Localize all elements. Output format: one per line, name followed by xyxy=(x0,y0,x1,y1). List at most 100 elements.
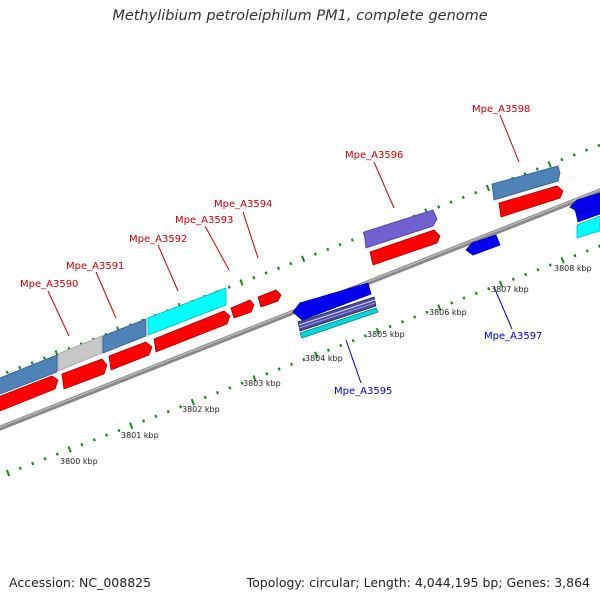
minor-tick xyxy=(326,247,330,252)
gene-label-mpe-a3594[interactable]: Mpe_A3594 xyxy=(214,199,272,210)
leader-line xyxy=(47,290,70,337)
kbp-scale-labels: 3800 kbp 3801 kbp 3802 kbp 3803 kbp 3804… xyxy=(60,264,592,466)
cds-arrow-red[interactable] xyxy=(257,289,282,308)
minor-tick xyxy=(42,356,46,360)
minor-tick xyxy=(55,452,59,456)
minor-tick xyxy=(573,253,577,258)
cds-arrow-red[interactable] xyxy=(0,375,59,415)
gene-block-cyan[interactable] xyxy=(147,287,227,336)
minor-tick xyxy=(536,268,540,272)
minor-tick xyxy=(18,466,22,470)
gene-label-mpe-a3596[interactable]: Mpe_A3596 xyxy=(345,150,403,161)
gene-label-mpe-a3593[interactable]: Mpe_A3593 xyxy=(175,215,233,226)
gene-arrow-blue[interactable] xyxy=(465,234,501,256)
gene-block-grey[interactable] xyxy=(57,335,103,372)
cds-arrow-red[interactable] xyxy=(61,358,108,390)
minor-tick xyxy=(228,386,232,390)
minor-tick xyxy=(338,243,342,247)
gene-label-mpe-a3591[interactable]: Mpe_A3591 xyxy=(66,261,124,272)
forward-cds-track xyxy=(0,185,564,415)
minor-tick xyxy=(425,310,429,315)
major-tick xyxy=(301,255,306,263)
major-tick xyxy=(375,327,380,335)
minor-tick xyxy=(400,320,404,324)
minor-tick xyxy=(252,276,256,280)
leader-line xyxy=(493,286,513,330)
stripe xyxy=(298,299,376,326)
genome-title: Methylibium petroleiphilum PM1, complete… xyxy=(112,8,488,24)
minor-tick xyxy=(289,261,293,266)
minor-tick xyxy=(524,272,528,277)
minor-tick xyxy=(80,442,84,447)
kbp-label: 3806 kbp xyxy=(429,308,467,317)
major-tick xyxy=(239,279,244,286)
cds-arrow-red[interactable] xyxy=(230,299,255,319)
minor-tick xyxy=(363,334,367,338)
gene-label-mpe-a3595[interactable]: Mpe_A3595 xyxy=(334,386,392,397)
gene-label-mpe-a3597[interactable]: Mpe_A3597 xyxy=(484,331,542,342)
kbp-label: 3802 kbp xyxy=(182,405,220,414)
gene-arrow-blue[interactable] xyxy=(292,282,372,321)
gene-block-cyan[interactable] xyxy=(299,307,379,339)
gene-label-mpe-a3598[interactable]: Mpe_A3598 xyxy=(472,104,530,115)
leader-line xyxy=(95,271,117,319)
gene-block-steelblue[interactable] xyxy=(0,354,58,398)
kbp-label: 3808 kbp xyxy=(554,264,592,273)
minor-tick xyxy=(511,277,515,281)
leader-line xyxy=(345,339,362,384)
cds-arrow-red[interactable] xyxy=(498,185,564,218)
kbp-label: 3807 kbp xyxy=(491,285,529,294)
cds-arrow-red[interactable] xyxy=(153,310,231,353)
accession-text: Accession: NC_008825 xyxy=(9,575,152,590)
minor-tick xyxy=(487,287,491,291)
major-tick xyxy=(252,375,257,382)
forward-gene-track-upper xyxy=(0,165,600,398)
minor-tick xyxy=(413,315,417,319)
inner-tick-track xyxy=(5,244,600,477)
major-tick xyxy=(485,184,491,192)
gene-block-steelblue[interactable] xyxy=(491,165,561,201)
minor-tick xyxy=(548,263,552,267)
major-tick xyxy=(5,469,11,477)
minor-tick xyxy=(18,365,22,370)
gene-label-mpe-a3590[interactable]: Mpe_A3590 xyxy=(20,279,78,290)
minor-tick xyxy=(31,461,35,466)
major-tick xyxy=(190,398,195,406)
major-tick xyxy=(498,280,504,288)
kbp-label: 3805 kbp xyxy=(367,330,405,339)
leader-line xyxy=(499,114,520,163)
gene-block-cyan[interactable] xyxy=(576,215,600,239)
minor-tick xyxy=(461,195,465,200)
minor-tick xyxy=(105,433,109,437)
minor-tick xyxy=(449,200,453,204)
minor-tick xyxy=(30,361,34,365)
cds-arrow-red[interactable] xyxy=(108,341,153,371)
gene-label-mpe-a3592[interactable]: Mpe_A3592 xyxy=(129,234,187,245)
reverse-labels: Mpe_A3595 Mpe_A3597 xyxy=(334,331,542,397)
leader-line xyxy=(242,211,259,259)
minor-tick xyxy=(265,372,269,376)
minor-tick xyxy=(437,205,441,209)
cds-arrow-red[interactable] xyxy=(369,229,441,266)
minor-tick xyxy=(350,238,354,242)
major-tick xyxy=(67,446,72,453)
minor-tick xyxy=(560,157,564,162)
minor-tick xyxy=(92,438,96,442)
minor-tick xyxy=(474,291,478,296)
gene-block-violet[interactable] xyxy=(363,209,438,249)
minor-tick xyxy=(462,296,466,300)
minor-tick xyxy=(302,357,306,362)
gene-arrow-blue[interactable] xyxy=(569,192,600,213)
major-tick xyxy=(437,304,442,311)
minor-tick xyxy=(154,414,158,418)
minor-tick xyxy=(240,381,244,385)
label-leaders xyxy=(47,114,520,384)
gene-block-steelblue[interactable] xyxy=(102,318,147,354)
minor-tick xyxy=(43,457,47,461)
minor-tick xyxy=(215,391,220,395)
minor-tick xyxy=(313,252,317,256)
kbp-label: 3803 kbp xyxy=(243,379,281,388)
kbp-label: 3800 kbp xyxy=(60,457,98,466)
minor-tick xyxy=(166,409,170,414)
